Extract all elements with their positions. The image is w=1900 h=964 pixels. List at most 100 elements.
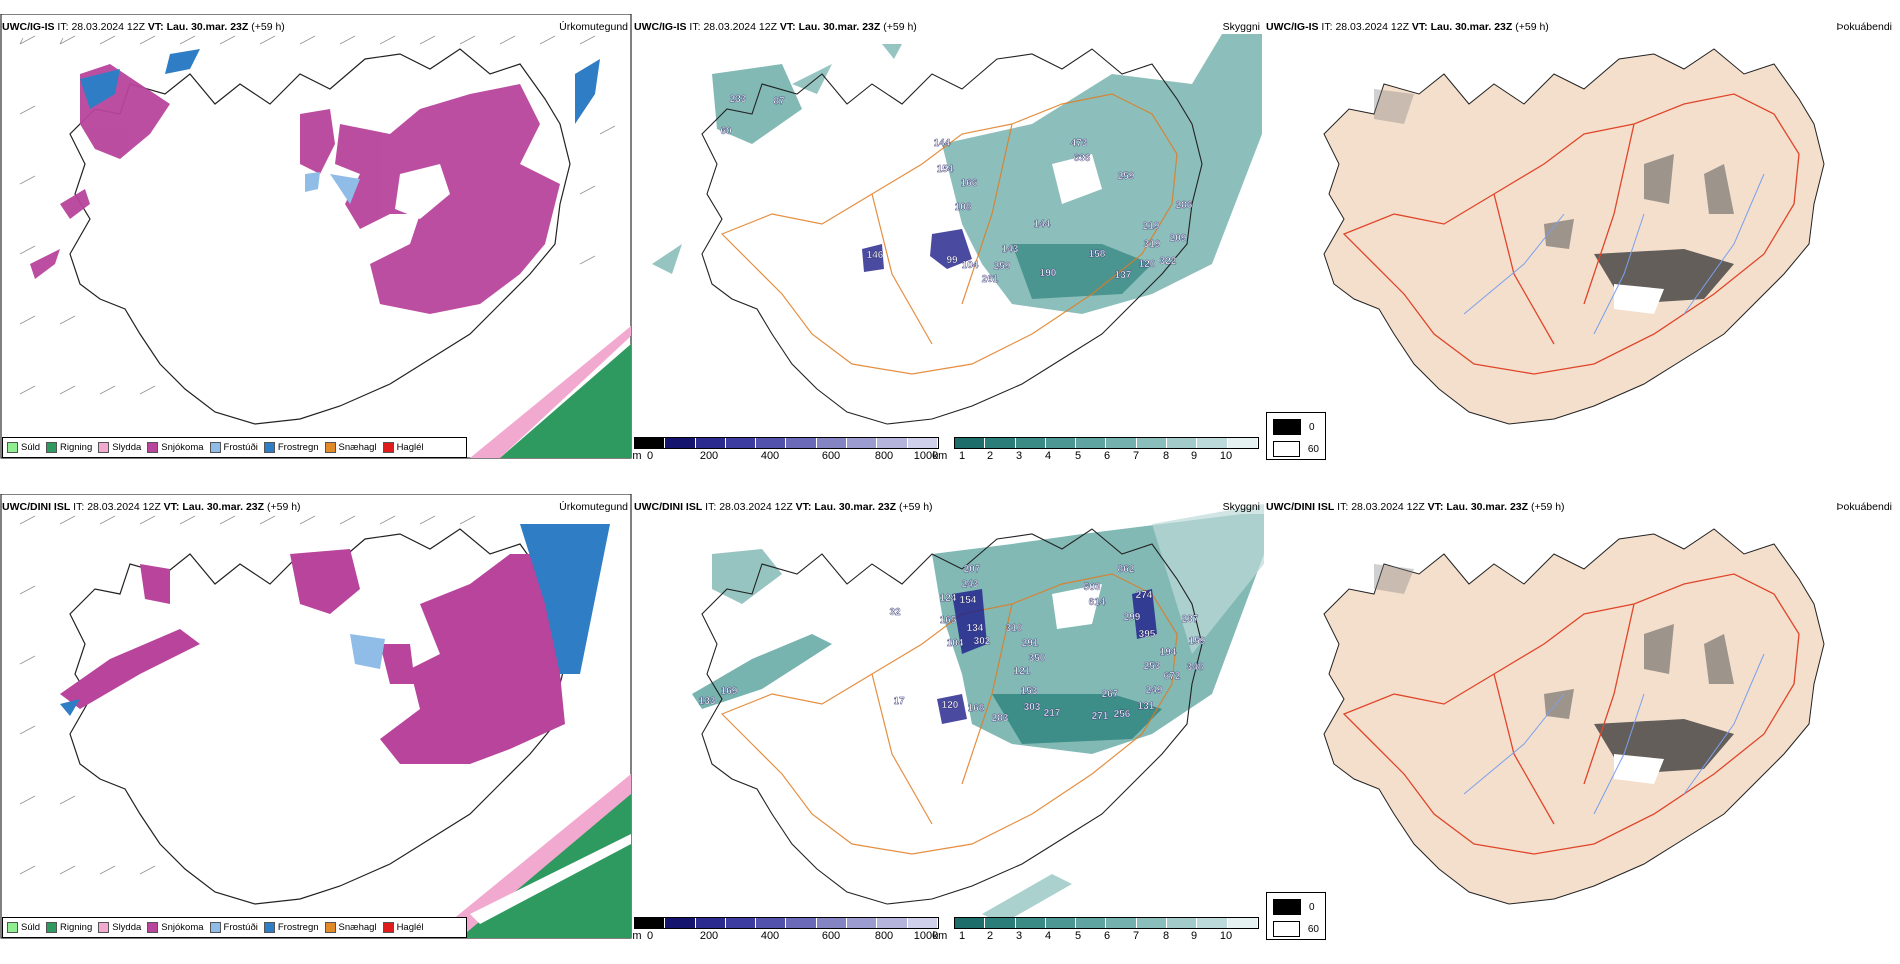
legend-swatch bbox=[382, 922, 394, 933]
cbar-tick: 9 bbox=[1190, 930, 1198, 942]
cloud-base-label: 274 bbox=[1136, 590, 1153, 601]
wind-barbs bbox=[19, 515, 476, 875]
legend-item: Súld bbox=[7, 922, 40, 933]
legend-item: Slydda bbox=[98, 922, 141, 933]
legend-swatch bbox=[98, 442, 110, 453]
cloud-base-label: 614 bbox=[1089, 597, 1106, 608]
model-name: UWC/IG-IS bbox=[1266, 21, 1319, 33]
vt-label: VT: Lau. 30.mar. 23Z bbox=[1427, 501, 1529, 513]
cbar-tick: 2 bbox=[986, 450, 994, 462]
fog-legend: 0 60 bbox=[1266, 892, 1326, 940]
lead-time: (+59 h) bbox=[1530, 501, 1565, 513]
cloud-base-label: 299 bbox=[1124, 612, 1141, 623]
cbar-tick: 7 bbox=[1132, 930, 1140, 942]
lead-time: (+59 h) bbox=[266, 501, 301, 513]
fog-swatch-white bbox=[1273, 441, 1300, 457]
cbar-tick: 400 bbox=[760, 930, 780, 942]
cbar-tick: 6 bbox=[1103, 930, 1111, 942]
panel-title: Úrkomutegund bbox=[559, 21, 628, 33]
cbar-tick: 800 bbox=[874, 450, 894, 462]
road-network bbox=[1342, 93, 1800, 375]
cloud-base-label: 291 bbox=[1022, 638, 1039, 649]
cbar-tick: 2 bbox=[986, 930, 994, 942]
legend-item: Snjókoma bbox=[147, 922, 204, 933]
vt-label: VT: Lau. 30.mar. 23Z bbox=[779, 21, 881, 33]
legend-swatch bbox=[98, 922, 110, 933]
legend-swatch bbox=[324, 922, 336, 933]
fog-map-1 bbox=[1323, 48, 1825, 425]
cloud-base-label: 503 bbox=[1084, 582, 1101, 593]
fog-swatch-black bbox=[1273, 899, 1301, 915]
fog-swatch-white bbox=[1273, 921, 1300, 937]
fog-map-2 bbox=[1323, 528, 1825, 905]
panel-title: Úrkomutegund bbox=[559, 501, 628, 513]
cloud-base-label: 249 bbox=[1146, 685, 1163, 696]
cloud-base-label: 395 bbox=[1139, 629, 1156, 640]
panel-header: UWC/IG-IS IT: 28.03.2024 12Z VT: Lau. 30… bbox=[634, 21, 917, 33]
precip-legend: Súld Rigning Slydda Snjókoma Frostúði Fr… bbox=[2, 917, 467, 938]
model-name: UWC/IG-IS bbox=[634, 21, 687, 33]
rain-area bbox=[430, 774, 631, 938]
iceland-outline bbox=[701, 48, 1203, 425]
cloud-base-label: 237 bbox=[1182, 614, 1199, 625]
cloud-base-label: 159 bbox=[1189, 636, 1206, 647]
legend-item: Snæhagl bbox=[324, 922, 377, 933]
cbar-tick: 3 bbox=[1015, 450, 1023, 462]
cloud-base-label: 302 bbox=[974, 636, 991, 647]
it-value: 28.03.2024 12Z bbox=[719, 501, 793, 513]
precip-map-2 bbox=[0, 494, 632, 939]
legend-swatch bbox=[7, 922, 18, 933]
snow-area bbox=[30, 64, 560, 314]
cloud-base-label: 259 bbox=[1118, 171, 1135, 182]
fog-swatch-black bbox=[1273, 419, 1301, 435]
road-network bbox=[720, 93, 1178, 375]
frostregn-area bbox=[60, 524, 610, 716]
cloud-base-label: 217 bbox=[1044, 708, 1061, 719]
cloud-base-label: 233 bbox=[730, 94, 747, 105]
cloud-base-label: 256 bbox=[1114, 709, 1131, 720]
legend-item: Snæhagl bbox=[324, 442, 377, 453]
wind-barbs bbox=[19, 35, 616, 395]
cbar-unit: m bbox=[632, 930, 642, 942]
vt-label: VT: Lau. 30.mar. 23Z bbox=[163, 501, 265, 513]
model-name: UWC/DINI ISL bbox=[634, 501, 703, 513]
cbar-unit: m bbox=[632, 450, 642, 462]
cloud-base-label: 137 bbox=[1115, 270, 1132, 281]
cloud-base-label: 253 bbox=[1144, 661, 1161, 672]
panel-title: Þokuábendi bbox=[1836, 501, 1892, 513]
cloud-base-label: 283 bbox=[992, 713, 1009, 724]
cbar-tick: 8 bbox=[1162, 930, 1170, 942]
colorbar-m: m 0 200 400 600 800 1000 bbox=[632, 437, 939, 467]
cloud-base-label: 99 bbox=[946, 255, 958, 266]
cbar-tick: 600 bbox=[821, 930, 841, 942]
cbar-tick: 3 bbox=[1015, 930, 1023, 942]
legend-item: Frostúði bbox=[209, 922, 258, 933]
it-value: 28.03.2024 12Z bbox=[703, 21, 777, 33]
panel-title: Þokuábendi bbox=[1836, 21, 1892, 33]
cloud-base-label: 133 bbox=[699, 696, 716, 707]
cbar-tick: 1000 bbox=[913, 450, 939, 462]
cloud-base-label: 636 bbox=[1074, 153, 1091, 164]
cloud-panel-2: 862 503 614 299 274 237 395 159 194 253 672 348 249 1… bbox=[632, 494, 1264, 964]
cloud-base-label: 153 bbox=[1021, 686, 1038, 697]
legend-item: Haglél bbox=[382, 442, 424, 453]
legend-swatch bbox=[46, 922, 58, 933]
panel-header: UWC/IG-IS IT: 28.03.2024 12Z VT: Lau. 30… bbox=[2, 21, 285, 33]
cbar-unit: km bbox=[932, 930, 948, 942]
cbar-tick: 10 bbox=[1219, 450, 1233, 462]
vt-label: VT: Lau. 30.mar. 23Z bbox=[795, 501, 897, 513]
cbar-tick: 4 bbox=[1044, 930, 1052, 942]
colorbar-km: km 1 2 3 4 5 6 7 8 9 10 bbox=[933, 437, 1259, 467]
cbar-unit: km bbox=[932, 450, 948, 462]
legend-swatch bbox=[209, 922, 221, 933]
lead-time: (+59 h) bbox=[1515, 21, 1549, 33]
cloud-base-label: 190 bbox=[1040, 268, 1057, 279]
legend-item: Snjókoma bbox=[147, 442, 204, 453]
fog-panel-1: UWC/IG-IS IT: 28.03.2024 12Z VT: Lau. 30… bbox=[1264, 14, 1896, 484]
cloud-base-label: 672 bbox=[1164, 671, 1181, 682]
precip-map-1 bbox=[0, 14, 632, 459]
cloud-base-label: 319 bbox=[1144, 239, 1161, 250]
panel-header: UWC/DINI ISL IT: 28.03.2024 12Z VT: Lau.… bbox=[1266, 501, 1565, 513]
cloud-base-label: 168 bbox=[968, 703, 985, 714]
